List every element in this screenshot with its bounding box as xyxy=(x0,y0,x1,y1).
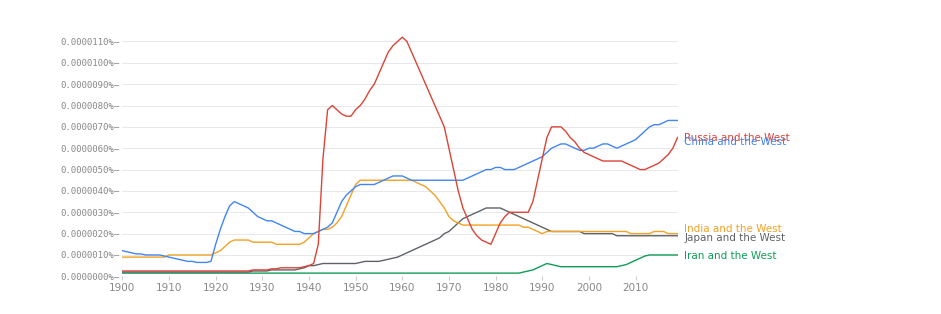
Text: India and the West: India and the West xyxy=(684,224,782,234)
Text: China and the West: China and the West xyxy=(684,137,787,147)
Text: Japan and the West: Japan and the West xyxy=(684,233,786,243)
Text: Iran and the West: Iran and the West xyxy=(684,251,777,261)
Text: Russia and the West: Russia and the West xyxy=(684,133,790,143)
